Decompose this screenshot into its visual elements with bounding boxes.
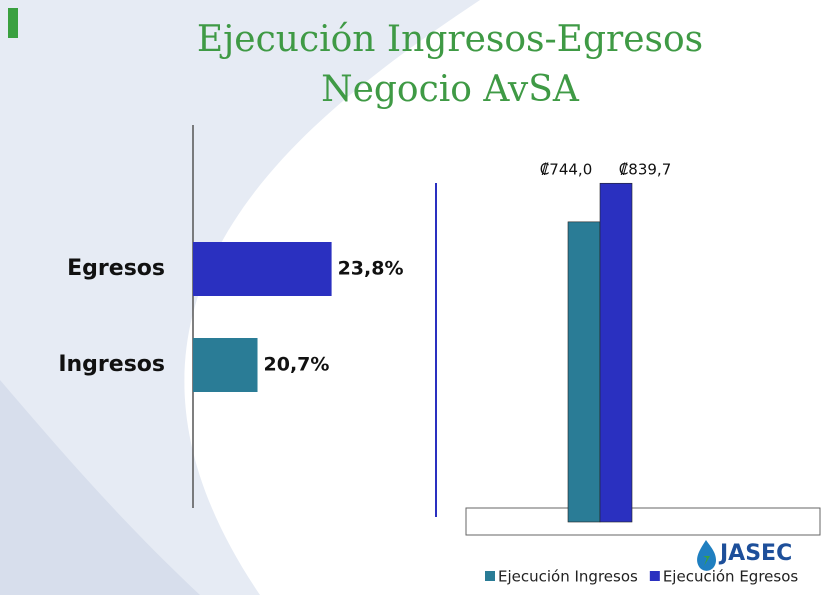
data-label: 20,7% [264, 354, 330, 376]
category-label: Egresos [67, 256, 165, 281]
legend-swatch [485, 571, 495, 581]
bar [567, 221, 601, 523]
floor [465, 507, 821, 536]
data-label: ₡839,7 [619, 161, 672, 179]
data-label: ₡744,0 [540, 161, 593, 179]
logo: JASEC [718, 541, 792, 566]
logo-drop [697, 540, 716, 571]
legend-label: Ejecución Ingresos [498, 568, 638, 586]
data-label: 23,8% [338, 258, 404, 280]
title: Negocio AvSA [321, 69, 580, 110]
logo-bolt [703, 556, 710, 566]
category-label: Ingresos [58, 352, 165, 377]
legend-swatch [649, 571, 660, 581]
title: Ejecución Ingresos-Egresos [197, 19, 703, 60]
swoosh [0, 0, 480, 595]
legend-label: Ejecución Egresos [663, 568, 799, 586]
accent [8, 8, 18, 38]
swoosh-shadow [0, 380, 200, 595]
bar [193, 242, 332, 296]
bar [193, 338, 258, 392]
bar [599, 182, 633, 523]
